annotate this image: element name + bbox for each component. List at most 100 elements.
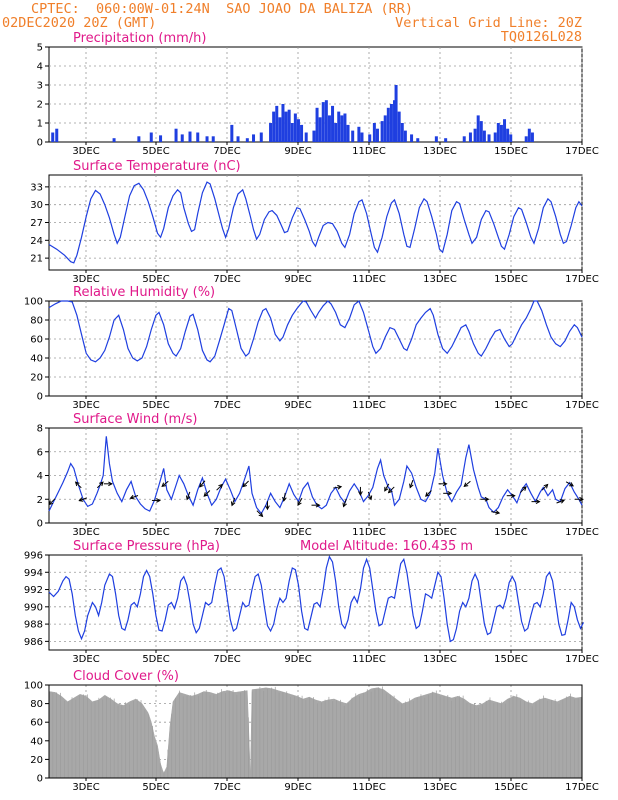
wind-arrow [96, 481, 104, 489]
precip-bar [252, 134, 256, 142]
x-tick-label: 5DEC [142, 146, 169, 157]
y-tick-label: 4 [37, 62, 43, 73]
wind-arrow-head [463, 482, 469, 488]
y-tick-label: 20 [30, 755, 43, 766]
wind-arrow-head [367, 495, 373, 501]
wind-arrow-head [387, 488, 393, 494]
wind-arrow-head [543, 483, 549, 489]
precip-bar [524, 136, 528, 142]
precip-bar [321, 102, 325, 142]
wind-arrow-head [521, 486, 527, 491]
x-tick-label: 11DEC [352, 400, 386, 411]
wind-arrow [130, 495, 139, 499]
x-tick-label: 15DEC [494, 400, 528, 411]
precip-bar [112, 138, 116, 142]
wind-arrow [216, 484, 223, 491]
y-tick-label: 8 [37, 424, 43, 435]
wind-arrow [199, 480, 206, 488]
wind-arrow [425, 490, 432, 497]
precip-bar [434, 136, 438, 142]
wind-arrow-head [560, 499, 566, 504]
x-tick-label: 7DEC [213, 527, 240, 538]
x-tick-label: 13DEC [423, 400, 457, 411]
series-line [48, 555, 585, 643]
x-tick-label: 3DEC [72, 527, 99, 538]
panel-title: Surface Pressure (hPa) [73, 539, 220, 554]
wind-arrow-head [74, 481, 80, 487]
y-tick-label: 996 [24, 551, 43, 562]
wind-arrow-head [282, 496, 287, 502]
wind-arrow-head [510, 493, 516, 499]
wind-arrow-head [425, 492, 430, 497]
wind-arrow [388, 486, 395, 493]
wind-arrow [231, 497, 236, 506]
wind-arrow [283, 492, 286, 501]
x-tick-label: 15DEC [494, 654, 528, 665]
precip-bar [482, 130, 486, 142]
x-tick-label: 15DEC [494, 146, 528, 157]
precip-bar [287, 109, 291, 142]
wind-arrow [556, 499, 565, 504]
wind-arrow-head [242, 482, 247, 488]
wind-arrow-head [48, 500, 54, 506]
precip-bar [479, 121, 483, 142]
precip-bar [331, 105, 335, 142]
x-tick-label: 3DEC [72, 400, 99, 411]
x-tick-label: 15DEC [494, 527, 528, 538]
wind-arrow [333, 486, 342, 489]
wind-arrow-head [156, 498, 161, 503]
precip-bar [487, 134, 491, 142]
x-tick-label: 7DEC [213, 274, 240, 285]
precip-bar [296, 119, 300, 142]
y-tick-label: 40 [30, 736, 43, 747]
panel-title: Cloud Cover (%) [73, 669, 179, 684]
x-tick-label: 13DEC [423, 527, 457, 538]
x-tick-label: 15DEC [494, 782, 528, 793]
precip-bar [137, 136, 141, 142]
precip-bar [269, 123, 273, 142]
precip-bar [530, 132, 534, 142]
precip-bar [416, 138, 420, 142]
y-tick-label: 5 [37, 43, 43, 54]
wind-arrow [343, 498, 347, 507]
wind-arrow-head [230, 501, 236, 507]
precip-bar [188, 131, 192, 142]
precip-bar [527, 128, 531, 142]
precip-bar [393, 100, 397, 142]
x-tick-label: 9DEC [284, 782, 311, 793]
precip-bar [383, 115, 387, 142]
x-tick-label: 11DEC [352, 654, 386, 665]
precip-bar [506, 128, 510, 142]
header-line1: CPTEC: 060:00W-01:24N SAO JOAO DA BALIZA… [31, 1, 414, 17]
y-tick-label: 100 [24, 297, 43, 308]
wind-arrow [242, 480, 249, 487]
x-tick-label: 17DEC [565, 400, 599, 411]
wind-arrow-head [337, 484, 343, 490]
panel-frame [48, 46, 583, 143]
wind-arrow-head [199, 482, 204, 488]
precip-bar [180, 134, 184, 142]
precip-bar [394, 85, 398, 142]
x-tick-label: 17DEC [565, 782, 599, 793]
y-tick-label: 3 [37, 81, 43, 92]
header-grid-line: Vertical Grid Line: 20Z [395, 15, 582, 31]
x-tick-label: 5DEC [142, 400, 169, 411]
x-tick-label: 5DEC [142, 654, 169, 665]
y-tick-label: 0 [37, 138, 43, 149]
x-tick-label: 11DEC [352, 146, 386, 157]
wind-arrow-head [297, 501, 302, 506]
x-tick-label: 9DEC [284, 654, 311, 665]
precip-bar [304, 132, 308, 142]
precip-bar [462, 136, 466, 142]
header-model-id: TQ0126L028 [500, 29, 582, 45]
precip-bar [55, 128, 59, 142]
panel-annotation: Model Altitude: 160.435 m [300, 539, 473, 554]
wind-arrow [367, 491, 372, 500]
y-tick-label: 1 [37, 119, 43, 130]
panel-title: Surface Wind (m/s) [73, 412, 197, 427]
y-tick-label: 24 [30, 236, 43, 247]
y-tick-label: 80 [30, 699, 43, 710]
precip-bar [351, 130, 355, 142]
wind-arrow [491, 511, 500, 514]
